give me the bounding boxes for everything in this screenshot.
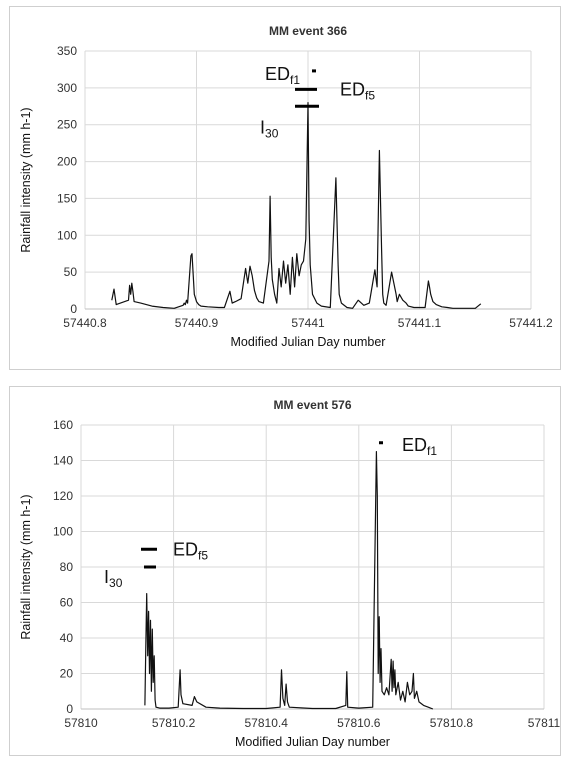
annotation-main-text: ED [265, 64, 290, 84]
x-tick-label: 57810.8 [430, 716, 474, 730]
x-tick-label: 57440.9 [175, 316, 219, 330]
y-tick-label: 100 [57, 228, 77, 242]
chart-panel-event-576: MM event 576 57810 57810.2 57810.4 57810.6 57… [9, 386, 561, 756]
annotation-label: I30 [260, 117, 279, 140]
y-tick-label: 300 [57, 81, 77, 95]
y-tick-label: 60 [60, 596, 74, 610]
x-tick-label: 57811 [528, 716, 561, 730]
y-axis-label: Rainfall intensity (mm h-1) [19, 494, 33, 639]
annotation-main-text: ED [340, 79, 365, 99]
y-tick-label: 250 [57, 118, 77, 132]
annotation-label: EDf1 [402, 435, 437, 458]
y-tick-label: 0 [70, 302, 77, 316]
annotation-main-text: I [260, 117, 265, 137]
annotation-subscript: f5 [198, 548, 208, 562]
y-tick-label: 0 [66, 702, 73, 716]
x-axis-label: Modified Julian Day number [235, 735, 390, 749]
chart-title: MM event 366 [269, 24, 347, 38]
y-tick-label: 200 [57, 155, 77, 169]
y-tick-label: 160 [53, 418, 73, 432]
annotation-main-text: ED [173, 539, 198, 559]
annotation-label: I30 [104, 567, 123, 590]
y-tick-label: 150 [57, 191, 77, 205]
y-tick-label: 50 [64, 265, 78, 279]
annotation-subscript: f1 [290, 73, 300, 87]
y-axis-label: Rainfall intensity (mm h-1) [19, 107, 33, 252]
y-tick-label: 140 [53, 454, 73, 468]
y-tick-label: 350 [57, 44, 77, 58]
chart-svg-event-576: MM event 576 57810 57810.2 57810.4 57810.6 57… [19, 398, 561, 749]
annotation-label: EDf5 [340, 79, 375, 102]
annotation-subscript: 30 [109, 576, 123, 590]
rainfall-series-line [144, 450, 434, 710]
y-tick-label: 100 [53, 525, 73, 539]
y-tick-label: 80 [60, 560, 74, 574]
y-tick-label: 40 [60, 631, 74, 645]
x-tick-label: 57810.2 [152, 716, 196, 730]
annotation-subscript: f1 [427, 444, 437, 458]
annotation-label: EDf1 [265, 64, 300, 87]
annotation-subscript: 30 [265, 126, 279, 140]
annotation-main-text: I [104, 567, 109, 587]
x-tick-label: 57810 [64, 716, 98, 730]
chart-panel-event-366: MM event 366 57440.8 57440.9 57441 57441.1 57… [9, 6, 561, 370]
y-tick-label: 20 [60, 667, 74, 681]
annotation-main-text: ED [402, 435, 427, 455]
annotation-subscript: f5 [365, 88, 375, 102]
x-tick-label: 57441 [291, 316, 325, 330]
x-tick-label: 57810.6 [337, 716, 381, 730]
rainfall-series-line [111, 101, 482, 309]
x-tick-label: 57441.1 [398, 316, 442, 330]
annotation-label: EDf5 [173, 539, 208, 562]
x-axis-label: Modified Julian Day number [231, 335, 386, 349]
x-tick-label: 57810.4 [245, 716, 289, 730]
y-tick-label: 120 [53, 489, 73, 503]
x-tick-label: 57440.8 [63, 316, 107, 330]
x-tick-label: 57441.2 [509, 316, 553, 330]
chart-svg-event-366: MM event 366 57440.8 57440.9 57441 57441.1 57… [19, 24, 553, 349]
chart-title: MM event 576 [273, 398, 351, 412]
